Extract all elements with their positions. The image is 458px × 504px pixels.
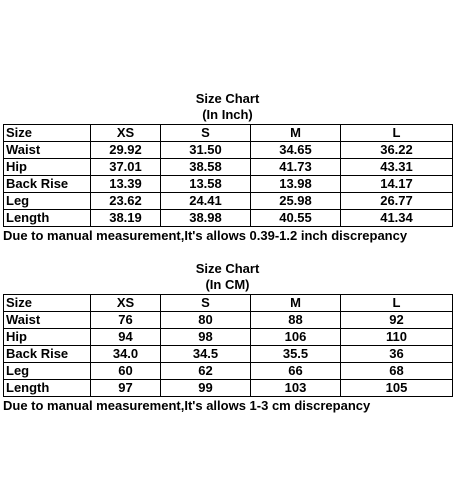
note: Due to manual measurement,It's allows 1-…	[3, 398, 371, 413]
table-row: Waist 29.92 31.50 34.65 36.22	[3, 141, 453, 159]
cell: 41.73	[250, 158, 341, 176]
row-label: Length	[3, 209, 91, 227]
cell: 37.01	[90, 158, 161, 176]
cell: 38.58	[160, 158, 251, 176]
table-row: Hip 37.01 38.58 41.73 43.31	[3, 158, 453, 176]
cell: 103	[250, 379, 341, 397]
table-row: Waist 76 80 88 92	[3, 311, 453, 329]
cell: 38.98	[160, 209, 251, 227]
row-label: Leg	[3, 192, 91, 210]
header-cell: Size	[3, 124, 91, 142]
cell: 97	[90, 379, 161, 397]
cell: 66	[250, 362, 341, 380]
row-label: Waist	[3, 311, 91, 329]
table-row: Back Rise 34.0 34.5 35.5 36	[3, 345, 453, 363]
row-label: Back Rise	[3, 345, 91, 363]
cell: 40.55	[250, 209, 341, 227]
cell: 13.98	[250, 175, 341, 193]
table-row: Leg 23.62 24.41 25.98 26.77	[3, 192, 453, 210]
size-table: Size XS S M L Waist 76 80 88 92 Hip 94 98 106 110 Back …	[3, 294, 453, 397]
chart-title: Size Chart	[195, 261, 260, 276]
cell: 13.39	[90, 175, 161, 193]
chart-subtitle: (In CM)	[205, 277, 250, 292]
row-label: Hip	[3, 328, 91, 346]
cell: 36.22	[340, 141, 453, 159]
cell: 34.65	[250, 141, 341, 159]
header-cell: L	[340, 294, 453, 312]
header-cell: S	[160, 294, 251, 312]
cell: 94	[90, 328, 161, 346]
table-body: Size XS S M L Waist 29.92 31.50 34.65 36.22 Hip 37.…	[3, 124, 453, 227]
row-label: Leg	[3, 362, 91, 380]
cell: 38.19	[90, 209, 161, 227]
header-cell: XS	[90, 124, 161, 142]
cell: 24.41	[160, 192, 251, 210]
cell: 41.34	[340, 209, 453, 227]
table-row: Length 97 99 103 105	[3, 379, 453, 397]
cell: 23.62	[90, 192, 161, 210]
cell: 31.50	[160, 141, 251, 159]
cell: 35.5	[250, 345, 341, 363]
header-row: Size XS S M L	[3, 294, 453, 312]
cell: 25.98	[250, 192, 341, 210]
cell: 106	[250, 328, 341, 346]
row-label: Waist	[3, 141, 91, 159]
cell: 105	[340, 379, 453, 397]
header-cell: L	[340, 124, 453, 142]
cell: 14.17	[340, 175, 453, 193]
size-chart: Size Chart (In CM) Size XS S M L Waist 76 80 88 92 H…	[3, 261, 453, 414]
note: Due to manual measurement,It's allows 0.…	[3, 228, 408, 243]
cell: 92	[340, 311, 453, 329]
size-table: Size XS S M L Waist 29.92 31.50 34.65 36.22 Hip 37.…	[3, 124, 453, 227]
cell: 34.5	[160, 345, 251, 363]
header-cell: M	[250, 294, 341, 312]
cell: 88	[250, 311, 341, 329]
cell: 13.58	[160, 175, 251, 193]
row-label: Back Rise	[3, 175, 91, 193]
cell: 99	[160, 379, 251, 397]
table-row: Back Rise 13.39 13.58 13.98 14.17	[3, 175, 453, 193]
header-row: Size XS S M L	[3, 124, 453, 142]
header-cell: M	[250, 124, 341, 142]
row-label: Hip	[3, 158, 91, 176]
row-label: Length	[3, 379, 91, 397]
chart-subtitle: (In Inch)	[202, 107, 253, 122]
header-cell: S	[160, 124, 251, 142]
cell: 62	[160, 362, 251, 380]
table-body: Size XS S M L Waist 76 80 88 92 Hip 94 98 106 110 Back …	[3, 294, 453, 397]
chart-title: Size Chart	[195, 91, 260, 106]
header-cell: XS	[90, 294, 161, 312]
cell: 36	[340, 345, 453, 363]
table-row: Length 38.19 38.98 40.55 41.34	[3, 209, 453, 227]
cell: 43.31	[340, 158, 453, 176]
table-row: Leg 60 62 66 68	[3, 362, 453, 380]
header-cell: Size	[3, 294, 91, 312]
cell: 26.77	[340, 192, 453, 210]
cell: 29.92	[90, 141, 161, 159]
cell: 34.0	[90, 345, 161, 363]
table-row: Hip 94 98 106 110	[3, 328, 453, 346]
cell: 68	[340, 362, 453, 380]
cell: 60	[90, 362, 161, 380]
size-chart: Size Chart (In Inch) Size XS S M L Waist 29.92 31…	[3, 91, 453, 244]
cell: 110	[340, 328, 453, 346]
cell: 98	[160, 328, 251, 346]
cell: 80	[160, 311, 251, 329]
cell: 76	[90, 311, 161, 329]
